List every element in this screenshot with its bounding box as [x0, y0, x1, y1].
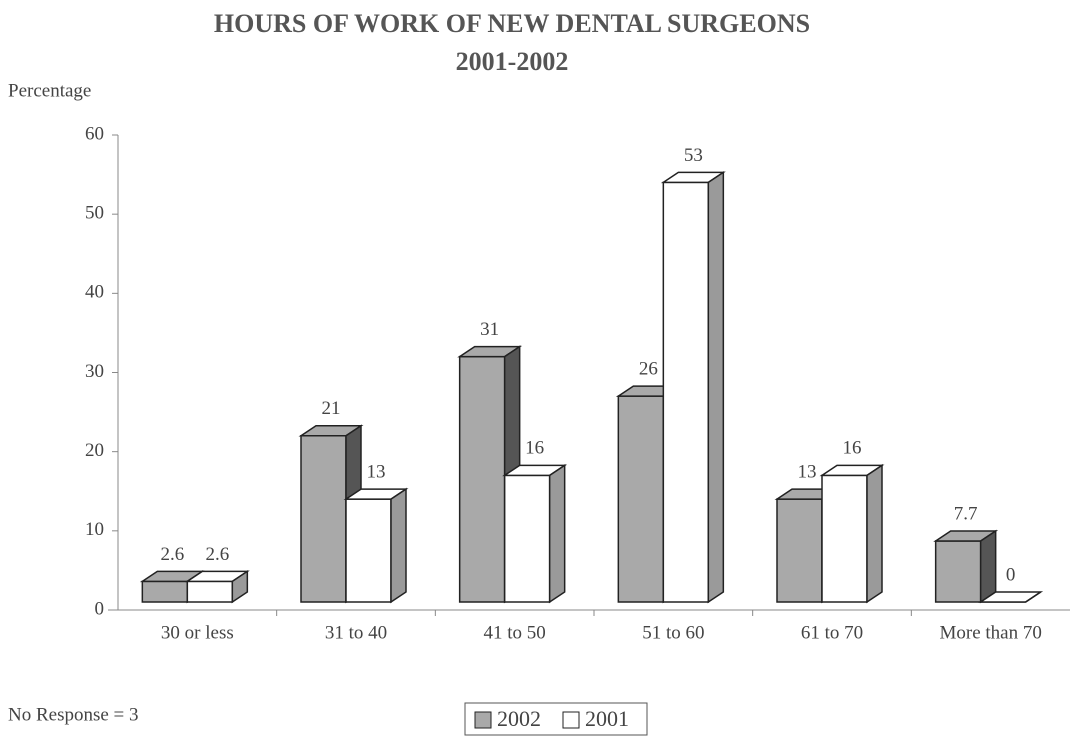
data-label: 2.6	[205, 544, 229, 565]
annotation: No Response = 3	[8, 704, 139, 725]
x-tick-label: 51 to 60	[642, 622, 704, 643]
bar-face	[979, 529, 997, 604]
bar	[343, 487, 409, 604]
data-label: 21	[322, 398, 341, 419]
bar-face	[1025, 591, 1042, 603]
bar-face	[186, 580, 234, 603]
bar-face	[141, 580, 189, 603]
bar-face	[390, 487, 407, 604]
bar-face	[934, 540, 982, 603]
bar-face	[231, 570, 249, 604]
bar-face	[548, 463, 566, 604]
x-tick-label: More than 70	[939, 622, 1041, 643]
y-tick-label: 50	[85, 203, 104, 224]
bar-face	[300, 435, 347, 603]
data-label: 26	[639, 359, 658, 380]
chart-subtitle: 2001-2002	[456, 47, 569, 76]
legend-swatch	[474, 711, 492, 729]
bar	[933, 529, 999, 604]
y-tick-label: 10	[85, 519, 104, 540]
x-tick-label: 61 to 70	[801, 622, 863, 643]
y-tick-label: 30	[85, 361, 104, 382]
data-label: 53	[684, 145, 703, 166]
legend-label: 2001	[585, 706, 629, 731]
bar	[457, 345, 523, 604]
data-label: 2.6	[160, 544, 184, 565]
bar-face	[345, 498, 392, 603]
bar-face	[458, 355, 506, 603]
data-label: 16	[525, 438, 544, 459]
data-label: 0	[1006, 564, 1016, 585]
data-label: 7.7	[954, 503, 978, 524]
data-label: 13	[798, 461, 817, 482]
x-tick-label: 41 to 50	[484, 622, 546, 643]
y-tick-label: 0	[95, 598, 105, 619]
bar-face	[617, 395, 665, 603]
bar-face	[776, 498, 823, 603]
bar	[978, 591, 1044, 603]
legend-box	[464, 702, 648, 736]
chart-title: HOURS OF WORK OF NEW DENTAL SURGEONS	[214, 9, 810, 38]
bar-face	[821, 474, 868, 603]
data-label: 13	[367, 461, 386, 482]
bar-face	[662, 181, 710, 603]
bar-face	[866, 463, 883, 604]
legend-label: 2002	[497, 706, 541, 731]
y-tick-label: 20	[85, 440, 104, 461]
bar-face	[503, 474, 551, 603]
bar	[819, 463, 885, 604]
bar-face	[707, 171, 725, 604]
y-tick-label: 40	[85, 282, 104, 303]
x-tick-label: 30 or less	[161, 622, 234, 643]
data-label: 31	[480, 319, 499, 340]
bar	[184, 570, 250, 604]
bar	[660, 171, 726, 604]
bar	[502, 463, 568, 604]
data-label: 16	[843, 438, 862, 459]
x-tick-label: 31 to 40	[325, 622, 387, 643]
y-tick-label: 60	[85, 123, 104, 144]
y-axis-label: Percentage	[8, 80, 91, 101]
legend-swatch	[562, 711, 580, 729]
